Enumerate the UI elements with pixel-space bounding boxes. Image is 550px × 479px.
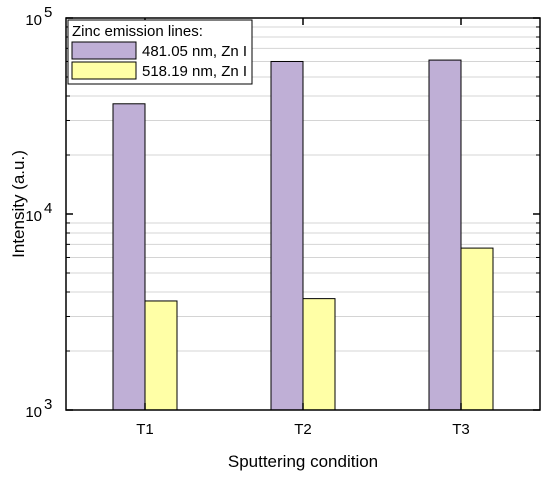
y-tick-exponent: 4 (44, 200, 52, 217)
y-axis-title: Intensity (a.u.) (9, 150, 28, 258)
legend-swatch-481 (71, 41, 137, 60)
x-tick-label: T3 (452, 421, 470, 438)
bar-t1-series-1 (112, 103, 146, 411)
x-tick-labels: T1 T2 T3 (136, 421, 470, 438)
x-tick-label: T2 (294, 421, 312, 438)
legend: Zinc emission lines: 481.05 nm, Zn I 518… (67, 19, 253, 85)
axis-ticks (66, 17, 540, 411)
bar-t3-series-1 (428, 59, 462, 411)
legend-label-518: 518.19 nm, Zn I (142, 63, 247, 80)
legend-title: Zinc emission lines: (72, 23, 203, 40)
x-axis-title: Sputtering condition (228, 452, 378, 471)
y-tick-exponent: 3 (44, 396, 52, 413)
bar-t2-series-2 (302, 298, 336, 411)
legend-label-481: 481.05 nm, Zn I (142, 43, 247, 60)
y-tick-exponent: 5 (44, 4, 52, 21)
bar-t2-series-1 (270, 60, 304, 411)
y-tick-label: 10 (25, 12, 42, 29)
y-tick-label: 10 (25, 404, 42, 421)
y-tick-label: 10 (25, 208, 42, 225)
legend-swatch-518 (71, 61, 137, 80)
x-tick-label: T1 (136, 421, 154, 438)
bar-t3-series-2 (460, 247, 494, 411)
bar-t1-series-2 (144, 300, 178, 411)
bars (112, 59, 494, 411)
